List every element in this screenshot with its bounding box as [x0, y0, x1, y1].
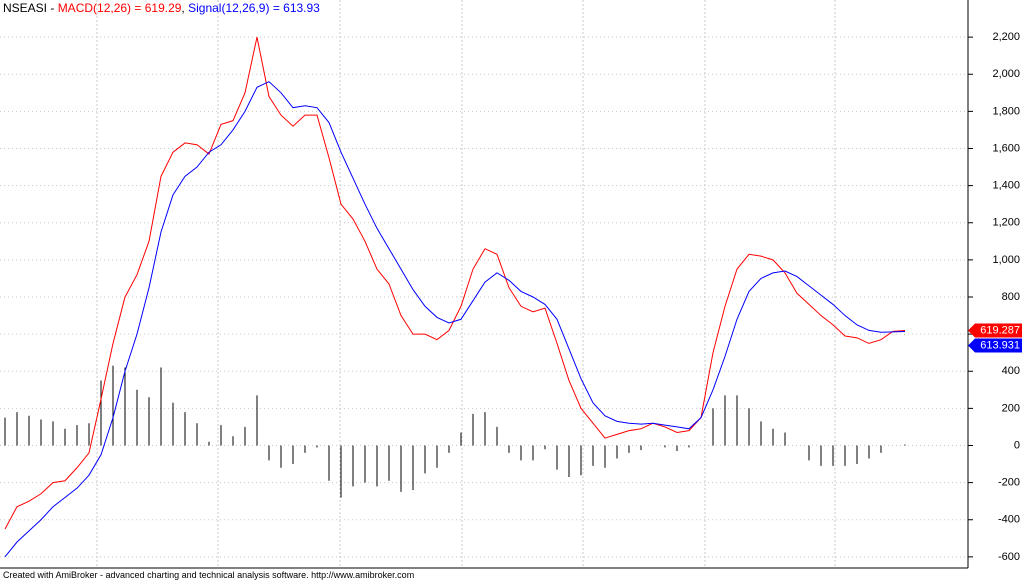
chart-header: NSEASI - MACD(12,26) = 619.29, Signal(12…: [3, 1, 320, 15]
y-tick-label: 800: [1002, 291, 1020, 303]
y-tick-label: -600: [998, 551, 1020, 563]
y-tick-label: 1,200: [992, 217, 1020, 229]
y-tick-label: 2,200: [992, 31, 1020, 43]
header-text: ,: [181, 1, 189, 15]
series-line: [4, 81, 906, 558]
y-tick-label: 1,600: [992, 142, 1020, 154]
footer: Created with AmiBroker - advanced charti…: [3, 570, 415, 580]
y-tick-label: -400: [998, 514, 1020, 526]
series-line: [4, 37, 906, 530]
y-tick-label: 200: [1002, 402, 1020, 414]
y-tick-label: 1,800: [992, 105, 1020, 117]
y-tick-label: 400: [1002, 365, 1020, 377]
last-value-label: 613.931: [968, 338, 1022, 353]
last-value-box: [968, 338, 1022, 353]
y-tick-label: 1,000: [992, 254, 1020, 266]
y-tick-label: -200: [998, 477, 1020, 489]
header-text: MACD(12,26) = 619.29: [57, 1, 182, 15]
last-value-text: 613.931: [980, 339, 1020, 351]
last-value-box: [968, 323, 1022, 338]
last-value-label: 619.287: [968, 323, 1022, 338]
date-grid: [96, 0, 836, 568]
last-value-text: 619.287: [980, 324, 1020, 336]
y-tick-label: 2,000: [992, 68, 1020, 80]
y-tick-label: 1,400: [992, 180, 1020, 192]
header-text: Signal(12,26,9) = 613.93: [188, 1, 320, 15]
y-tick-label: 0: [1014, 439, 1020, 451]
header-text: NSEASI -: [3, 1, 58, 15]
